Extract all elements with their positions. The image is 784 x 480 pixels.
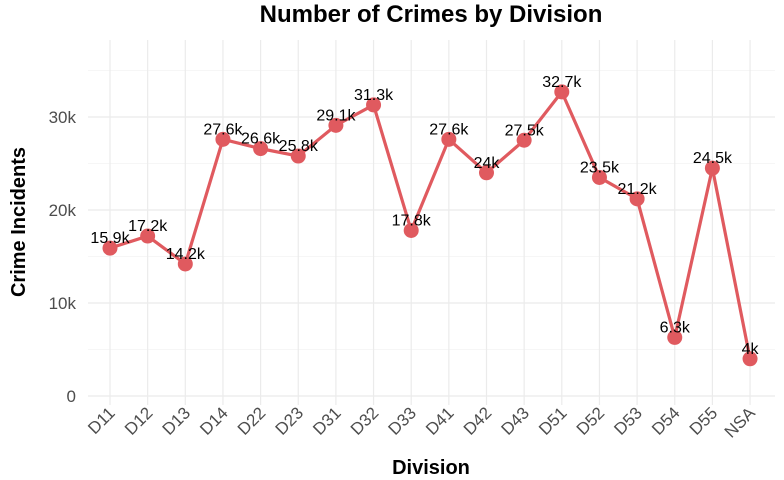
data-label: 15.9k [90,230,130,247]
y-tick-label: 10k [49,294,77,313]
y-tick-label: 0 [67,387,76,406]
x-tick-label: D55 [686,403,721,438]
x-tick-label: D31 [309,403,344,438]
data-point [554,84,570,100]
y-axis-title: Crime Incidents [8,147,30,297]
data-point [140,228,156,244]
data-point [102,240,118,256]
data-label: 17.8k [392,212,432,229]
data-label: 14.2k [166,246,206,263]
x-axis-ticks: D11 D12 D13 D14 D22 D23 D31 D32 D33 D41 D42 D43 D51 D… [84,403,759,442]
data-point [290,148,306,164]
x-tick-label: D22 [234,403,269,438]
x-tick-label: D33 [385,403,420,438]
x-tick-label: NSA [721,403,760,442]
x-tick-label: D43 [497,403,532,438]
x-tick-label: D23 [272,403,307,438]
data-points [102,84,758,367]
data-point [516,132,532,148]
data-point [667,329,683,345]
y-tick-label: 30k [49,108,77,127]
data-point [591,169,607,185]
data-point [177,256,193,272]
data-label: 32.7k [542,74,582,91]
data-point [742,351,758,367]
data-point [629,191,645,207]
data-point [328,117,344,133]
data-label: 27.5k [505,122,545,139]
data-label: 24k [474,155,501,172]
x-tick-label: D53 [610,403,645,438]
data-label: 21.2k [618,181,658,198]
grid [88,40,775,405]
chart-title: Number of Crimes by Division [260,1,603,28]
data-label: 23.5k [580,159,620,176]
x-tick-label: D42 [460,403,495,438]
x-tick-label: D51 [535,403,570,438]
data-label: 17.2k [128,218,168,235]
data-label: 6.3k [660,319,691,336]
series-line [108,90,752,361]
data-point [366,97,382,113]
x-tick-label: D12 [121,403,156,438]
data-label: 27.6k [203,121,243,138]
x-tick-label: D11 [84,403,119,438]
data-point [704,160,720,176]
data-label: 31.3k [354,87,394,104]
data-label: 25.8k [279,138,319,155]
x-tick-label: D32 [347,403,382,438]
data-point [441,131,457,147]
x-tick-label: D52 [573,403,608,438]
x-tick-label: D13 [159,403,194,438]
data-point [479,165,494,181]
data-point [403,222,419,238]
data-label: 24.5k [693,150,733,167]
x-axis-title: Division [392,457,470,479]
data-label: 26.6k [241,131,281,148]
x-tick-label: D14 [196,403,231,438]
data-label: 4k [742,341,760,358]
series-line-group [108,90,752,361]
data-label: 29.1k [316,107,356,124]
y-tick-label: 20k [49,201,77,220]
x-tick-label: D41 [422,403,457,438]
data-label: 27.6k [429,121,469,138]
data-labels: 15.9k17.2k14.2k27.6k26.6k25.8k29.1k31.3k… [90,74,759,358]
data-point [253,141,269,157]
data-point [215,131,231,147]
x-tick-label: D54 [648,403,683,438]
y-axis-ticks: 0 10k 20k 30k [49,108,77,406]
